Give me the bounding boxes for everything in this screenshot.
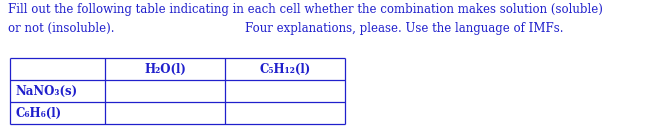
Text: NaNO₃(s): NaNO₃(s) [15,84,77,98]
Text: C₅H₁₂(l): C₅H₁₂(l) [259,62,310,76]
Text: C₆H₆(l): C₆H₆(l) [15,107,61,119]
Text: Fill out the following table indicating in each cell whether the combination mak: Fill out the following table indicating … [8,3,603,16]
Text: or not (insoluble).: or not (insoluble). [8,22,114,35]
Text: Four explanations, please. Use the language of IMFs.: Four explanations, please. Use the langu… [245,22,564,35]
Text: H₂O(l): H₂O(l) [144,62,186,76]
